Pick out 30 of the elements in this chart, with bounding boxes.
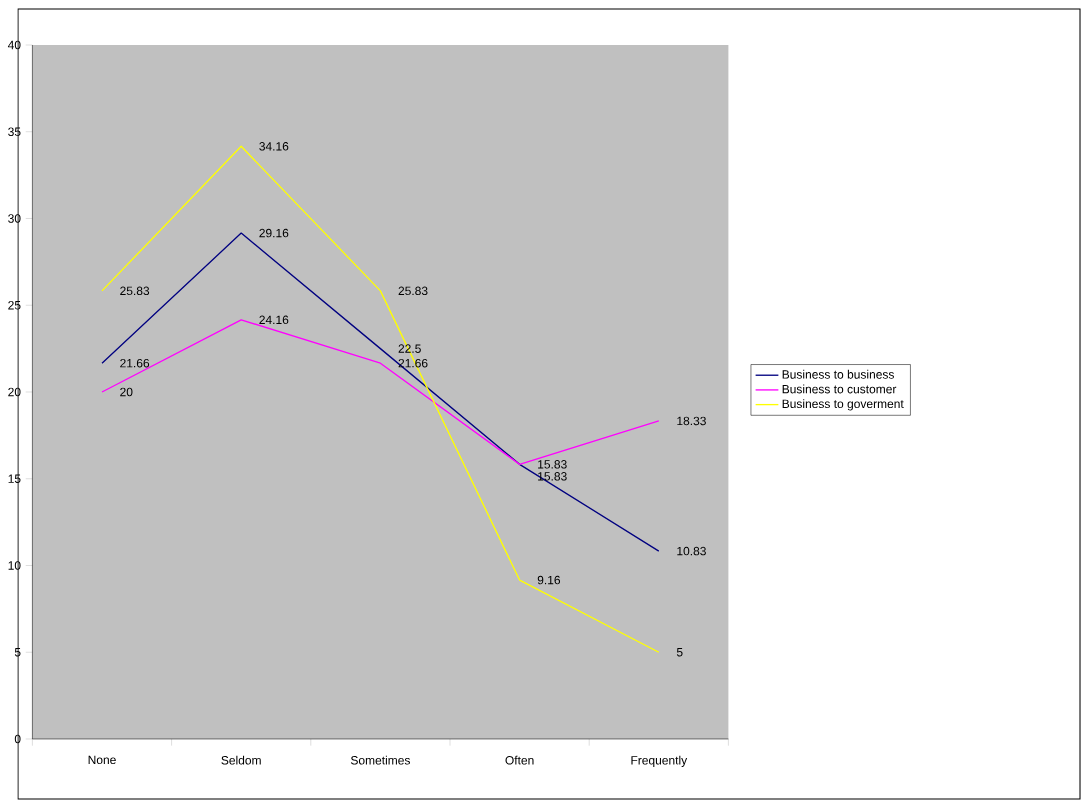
data-label: 24.16 — [259, 315, 289, 325]
x-tick-label: Frequently — [631, 755, 688, 767]
legend-label: Business to customer — [782, 384, 897, 394]
y-tick-label: 25 — [8, 300, 21, 310]
data-label: 25.83 — [120, 286, 150, 296]
y-tick-label: 5 — [14, 648, 21, 657]
data-label: 18.33 — [677, 416, 706, 426]
data-label: 21.66 — [120, 358, 150, 368]
y-tick-label: 30 — [8, 214, 21, 223]
data-label: 34.16 — [259, 142, 289, 151]
y-tick-label: 0 — [14, 734, 21, 744]
data-label: 5 — [676, 648, 683, 657]
legend-label: Business to goverment — [782, 399, 904, 411]
x-tick-label: Seldom — [221, 755, 261, 765]
legend-label: Business to business — [782, 369, 894, 379]
x-tick-label: Sometimes — [350, 755, 410, 765]
y-tick-label: 35 — [8, 127, 21, 137]
data-label: 15.83 — [538, 472, 567, 481]
x-tick-label: None — [88, 755, 116, 765]
data-label: 25.83 — [398, 286, 428, 296]
data-label: 9.16 — [537, 575, 561, 585]
data-label: 15.83 — [538, 460, 567, 469]
data-label: 29.16 — [259, 228, 289, 238]
y-tick-label: 10 — [8, 561, 21, 570]
y-tick-label: 15 — [8, 474, 21, 483]
y-tick-label: 40 — [7, 40, 21, 50]
data-label: 10.83 — [677, 546, 706, 556]
x-tick-label: Often — [505, 755, 534, 765]
data-label: 20 — [120, 387, 133, 397]
y-tick-label: 20 — [8, 387, 21, 397]
